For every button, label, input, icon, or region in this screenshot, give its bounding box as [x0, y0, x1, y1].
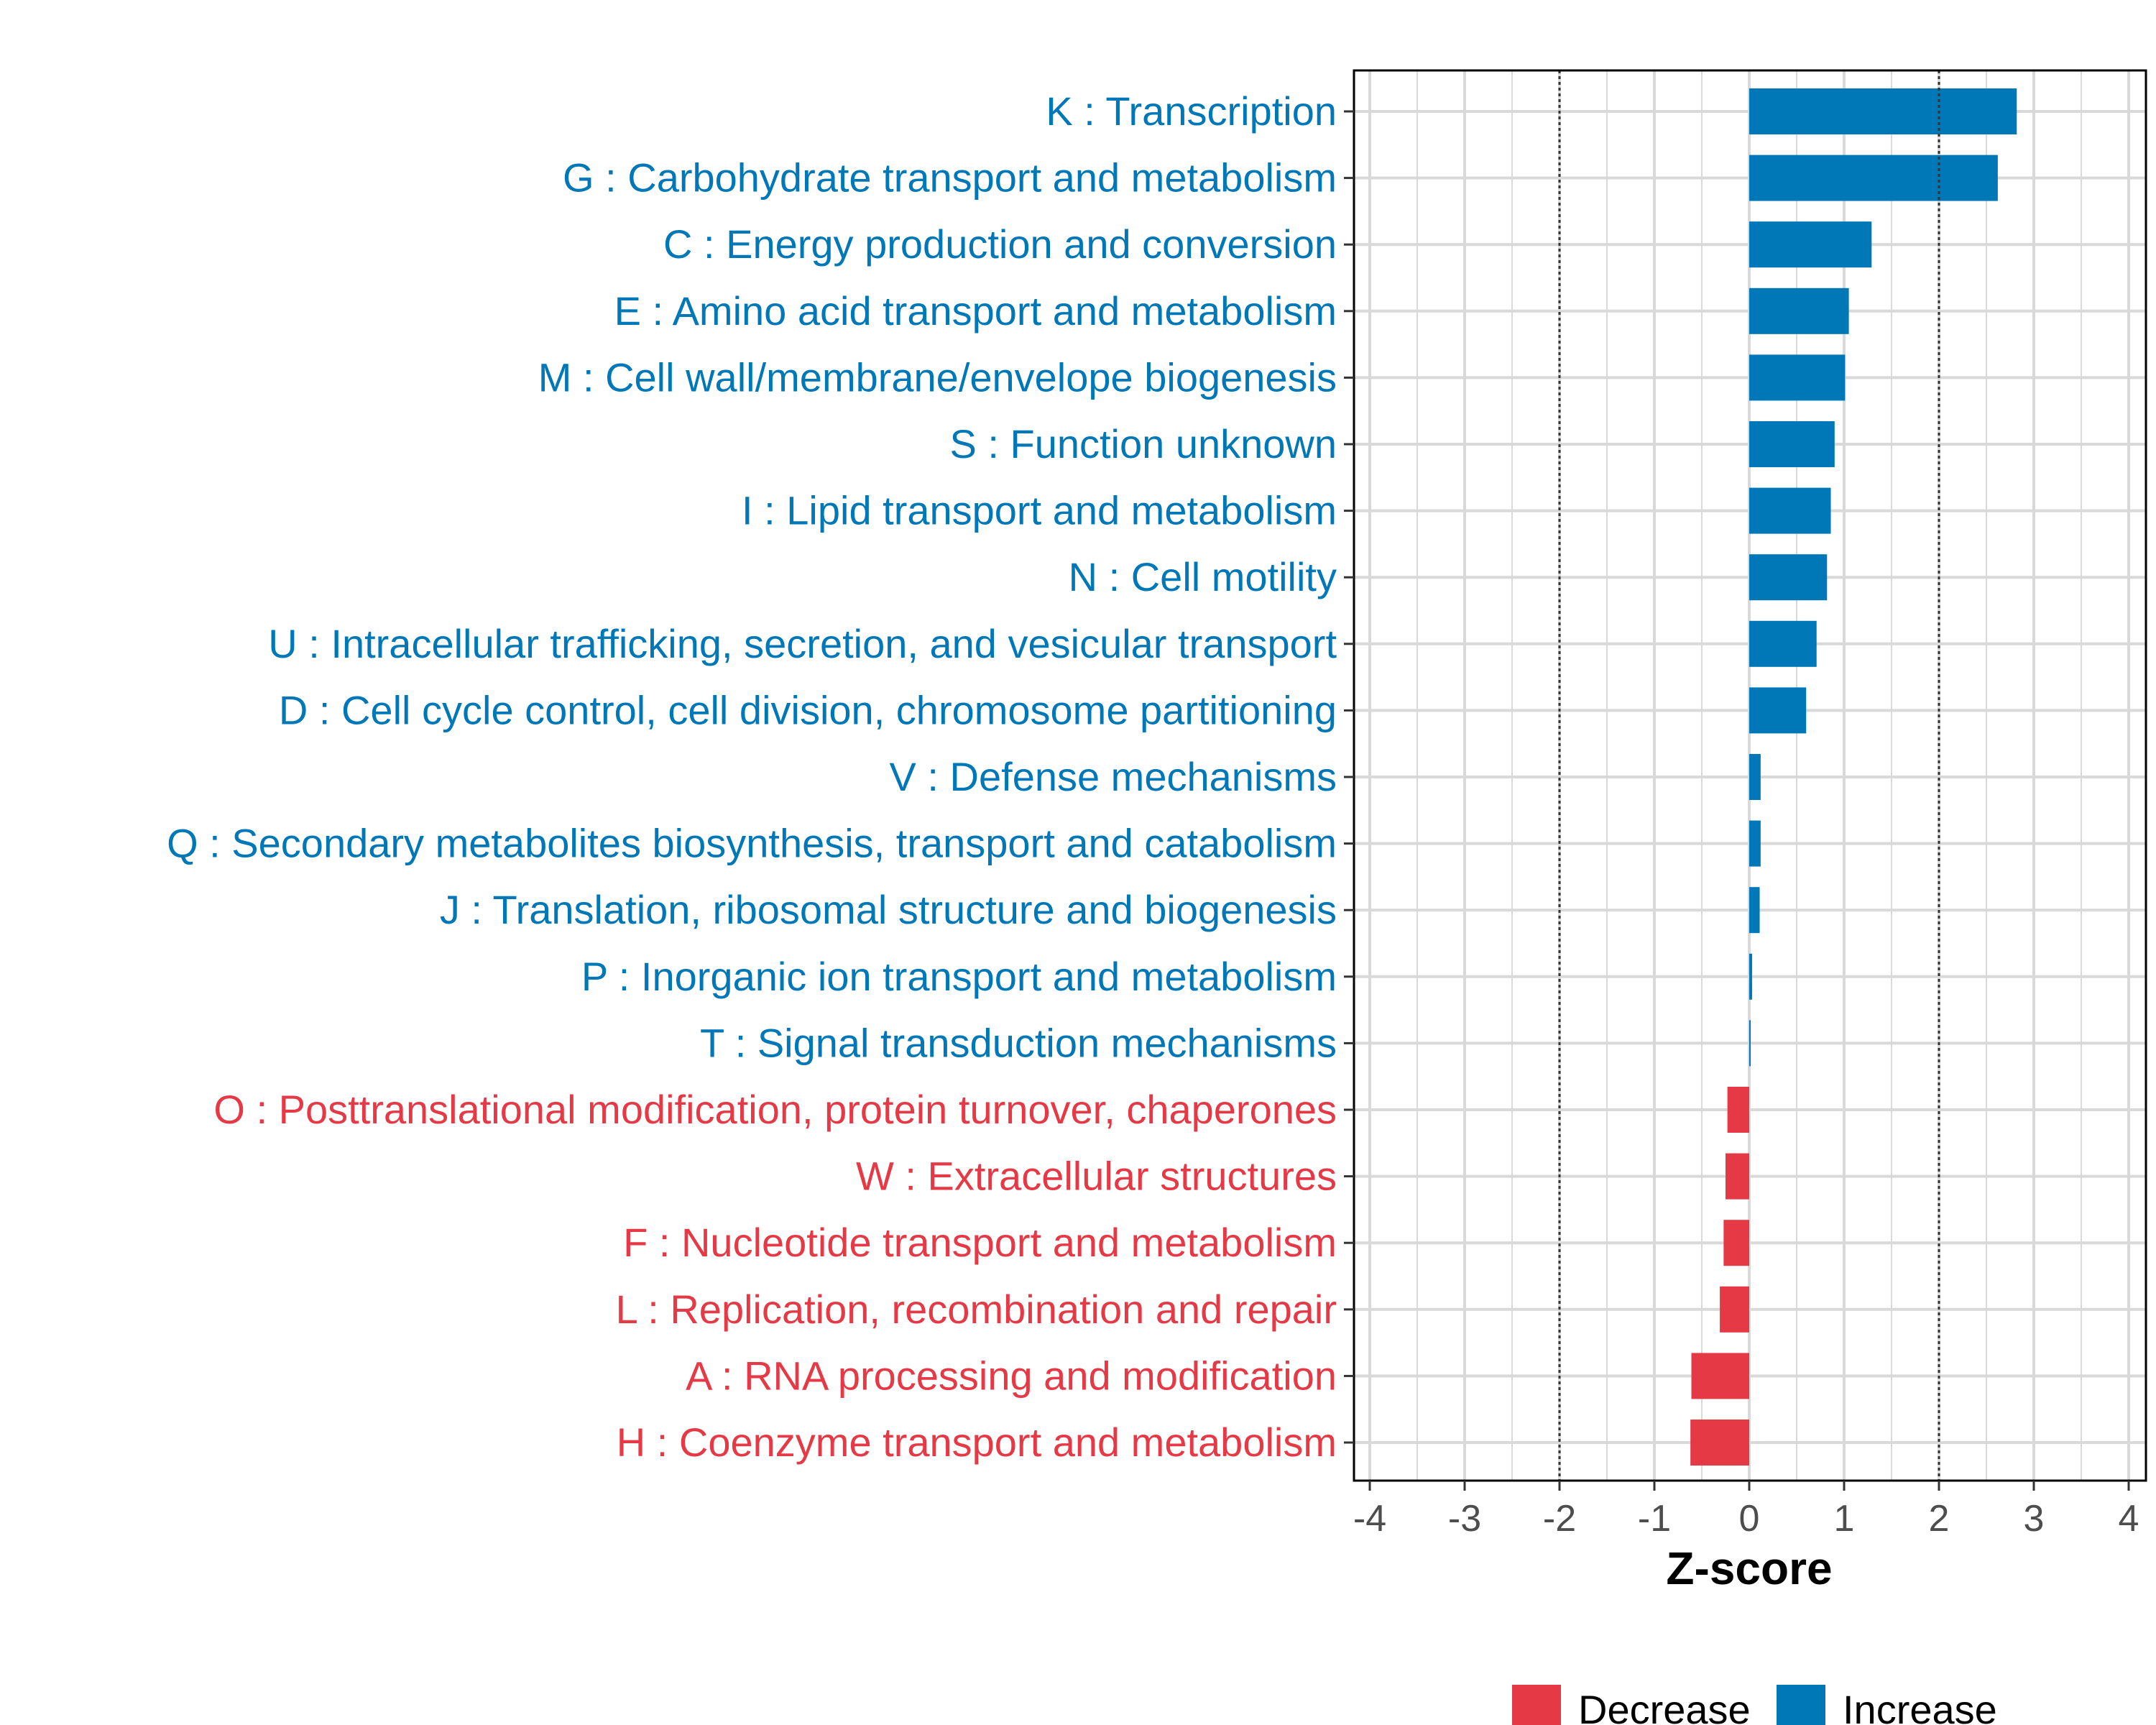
bar	[1749, 88, 2017, 134]
y-tick-label: N : Cell motility	[1069, 554, 1337, 599]
x-tick-label: 2	[1929, 1498, 1950, 1540]
bar	[1749, 221, 1872, 268]
bar	[1726, 1153, 1749, 1200]
bar	[1749, 554, 1828, 601]
legend-swatch	[1512, 1685, 1561, 1725]
bar	[1749, 288, 1849, 334]
y-tick-label: O : Posttranslational modification, prot…	[213, 1087, 1337, 1132]
legend-label: Decrease	[1578, 1687, 1751, 1725]
bar	[1749, 953, 1752, 1000]
bar	[1749, 421, 1835, 467]
bar	[1749, 687, 1807, 734]
y-tick-label: I : Lipid transport and metabolism	[742, 488, 1337, 533]
x-tick-label: 1	[1834, 1498, 1855, 1540]
x-tick-label: -2	[1543, 1498, 1576, 1540]
bar	[1749, 620, 1817, 667]
bar	[1749, 354, 1846, 401]
bar	[1749, 155, 1998, 201]
y-tick-label: S : Function unknown	[949, 421, 1337, 466]
bar	[1749, 820, 1761, 867]
y-tick-label: V : Defense mechanisms	[890, 754, 1337, 799]
y-ticks: K : Transcription G : Carbohydrate transp…	[167, 88, 1354, 1465]
y-tick-label: U : Intracellular trafficking, secretion…	[268, 621, 1337, 666]
bars	[1690, 88, 2017, 1466]
y-tick-label: T : Signal transduction mechanisms	[700, 1020, 1337, 1065]
x-tick-label: 4	[2119, 1498, 2139, 1540]
bar	[1749, 887, 1760, 934]
y-tick-label: E : Amino acid transport and metabolism	[614, 288, 1337, 334]
y-tick-label: C : Energy production and conversion	[663, 221, 1337, 267]
y-tick-label: J : Translation, ribosomal structure and…	[440, 887, 1337, 932]
bar	[1749, 754, 1761, 800]
y-tick-label: K : Transcription	[1046, 88, 1337, 134]
x-axis-title: Z-score	[1666, 1542, 1832, 1594]
bar	[1720, 1286, 1749, 1333]
bar	[1749, 487, 1831, 534]
y-tick-label: P : Inorganic ion transport and metaboli…	[581, 954, 1337, 999]
x-tick-label: -3	[1448, 1498, 1481, 1540]
y-tick-label: D : Cell cycle control, cell division, c…	[279, 687, 1337, 732]
legend-label: Increase	[1843, 1687, 1997, 1725]
y-tick-label: A : RNA processing and modification	[686, 1353, 1337, 1398]
bar	[1723, 1220, 1749, 1266]
bar	[1749, 1020, 1751, 1067]
y-tick-label: M : Cell wall/membrane/envelope biogenes…	[538, 354, 1337, 400]
y-tick-label: W : Extracellular structures	[856, 1154, 1337, 1199]
legend-swatch	[1777, 1685, 1825, 1725]
bar	[1727, 1087, 1749, 1133]
bar	[1690, 1420, 1749, 1466]
x-ticks: -4 -3 -2 -1 0 1 2 3 4	[1353, 1481, 2139, 1540]
x-tick-label: 3	[2024, 1498, 2045, 1540]
x-tick-label: -1	[1638, 1498, 1671, 1540]
y-tick-label: H : Coenzyme transport and metabolism	[617, 1420, 1337, 1465]
y-tick-label: F : Nucleotide transport and metabolism	[623, 1220, 1337, 1265]
x-tick-label: 0	[1739, 1498, 1760, 1540]
reference-lines	[1558, 70, 1940, 1481]
y-tick-label: G : Carbohydrate transport and metabolis…	[563, 155, 1337, 201]
x-tick-label: -4	[1353, 1498, 1386, 1540]
y-tick-label: L : Replication, recombination and repai…	[616, 1287, 1337, 1332]
bar	[1691, 1353, 1749, 1399]
y-tick-label: Q : Secondary metabolites biosynthesis, …	[167, 821, 1337, 866]
legend: Decrease Increase	[1512, 1685, 1997, 1725]
